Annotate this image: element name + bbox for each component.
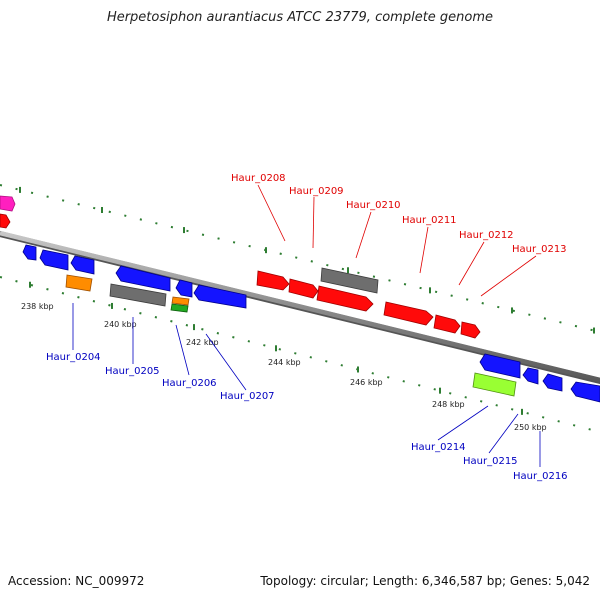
genome-summary-text: Topology: circular; Length: 6,346,587 bp…: [260, 574, 590, 588]
reverse-gene-labels: Haur_0204 Haur_0205 Haur_0206 Haur_0207 …: [46, 352, 568, 482]
genome-title: Herpetosiphon aurantiacus ATCC 23779, co…: [106, 10, 494, 25]
scale-label-248: 248 kbp: [432, 400, 465, 409]
gene-label-haur-0208[interactable]: Haur_0208: [231, 173, 286, 184]
gene-blue[interactable]: [479, 353, 521, 379]
reverse-label-leaders: [72, 303, 541, 467]
gene-label-haur-0207[interactable]: Haur_0207: [220, 391, 275, 402]
major-ticks: [19, 186, 595, 415]
scale-label-246: 246 kbp: [350, 378, 383, 387]
forward-label-leaders: [257, 184, 537, 297]
gene-haur-0204[interactable]: [65, 274, 93, 292]
gene-haur-0210[interactable]: [320, 267, 379, 294]
gene-blue[interactable]: [175, 279, 193, 298]
gene-blue[interactable]: [39, 249, 69, 271]
gene-track-reverse: [65, 274, 600, 403]
forward-gene-labels: Haur_0208 Haur_0209 Haur_0210 Haur_0211 …: [231, 173, 567, 255]
gene-blue[interactable]: [193, 284, 247, 309]
gene-haur-0209[interactable]: [288, 278, 319, 299]
scale-labels: 238 kbp 240 kbp 242 kbp 244 kbp 246 kbp …: [21, 302, 547, 432]
gene-label-haur-0205[interactable]: Haur_0205: [105, 366, 160, 377]
gene-haur-0206[interactable]: [171, 296, 190, 306]
genome-backbone: [0, 230, 600, 383]
gene-label-haur-0210[interactable]: Haur_0210: [346, 200, 401, 211]
gene-haur-0213[interactable]: [460, 321, 481, 339]
gene-label-haur-0212[interactable]: Haur_0212: [459, 230, 514, 241]
scale-label-242: 242 kbp: [186, 338, 219, 347]
gene-haur-0211[interactable]: [383, 301, 434, 326]
gene-blue-edge[interactable]: [570, 381, 600, 403]
gene-blue[interactable]: [542, 373, 563, 392]
gene-red[interactable]: [316, 285, 374, 312]
gene-label-haur-0211[interactable]: Haur_0211: [402, 215, 457, 226]
scale-label-240: 240 kbp: [104, 320, 137, 329]
gene-label-haur-0215[interactable]: Haur_0215: [463, 456, 518, 467]
gene-label-haur-0216[interactable]: Haur_0216: [513, 471, 568, 482]
scale-label-244: 244 kbp: [268, 358, 301, 367]
accession-text: Accession: NC_009972: [8, 574, 145, 588]
gene-haur-0208[interactable]: [256, 270, 290, 291]
gene-red-edge[interactable]: [0, 213, 11, 229]
gene-magenta[interactable]: [0, 195, 16, 212]
gene-label-haur-0204[interactable]: Haur_0204: [46, 352, 101, 363]
gene-track-forward: [0, 195, 481, 339]
gene-blue[interactable]: [22, 244, 37, 261]
gene-blue[interactable]: [522, 367, 539, 385]
gene-label-haur-0214[interactable]: Haur_0214: [411, 442, 466, 453]
gene-label-haur-0209[interactable]: Haur_0209: [289, 186, 344, 197]
gene-label-haur-0213[interactable]: Haur_0213: [512, 244, 567, 255]
gene-blue[interactable]: [70, 255, 95, 275]
gene-label-haur-0206[interactable]: Haur_0206: [162, 378, 217, 389]
gene-haur-0206b[interactable]: [170, 303, 189, 313]
scale-label-250: 250 kbp: [514, 423, 547, 432]
gene-haur-0205[interactable]: [109, 283, 167, 307]
gene-haur-0214[interactable]: [472, 372, 517, 397]
gene-blue[interactable]: [115, 265, 171, 292]
gene-haur-0212[interactable]: [433, 314, 461, 334]
scale-label-238: 238 kbp: [21, 302, 54, 311]
